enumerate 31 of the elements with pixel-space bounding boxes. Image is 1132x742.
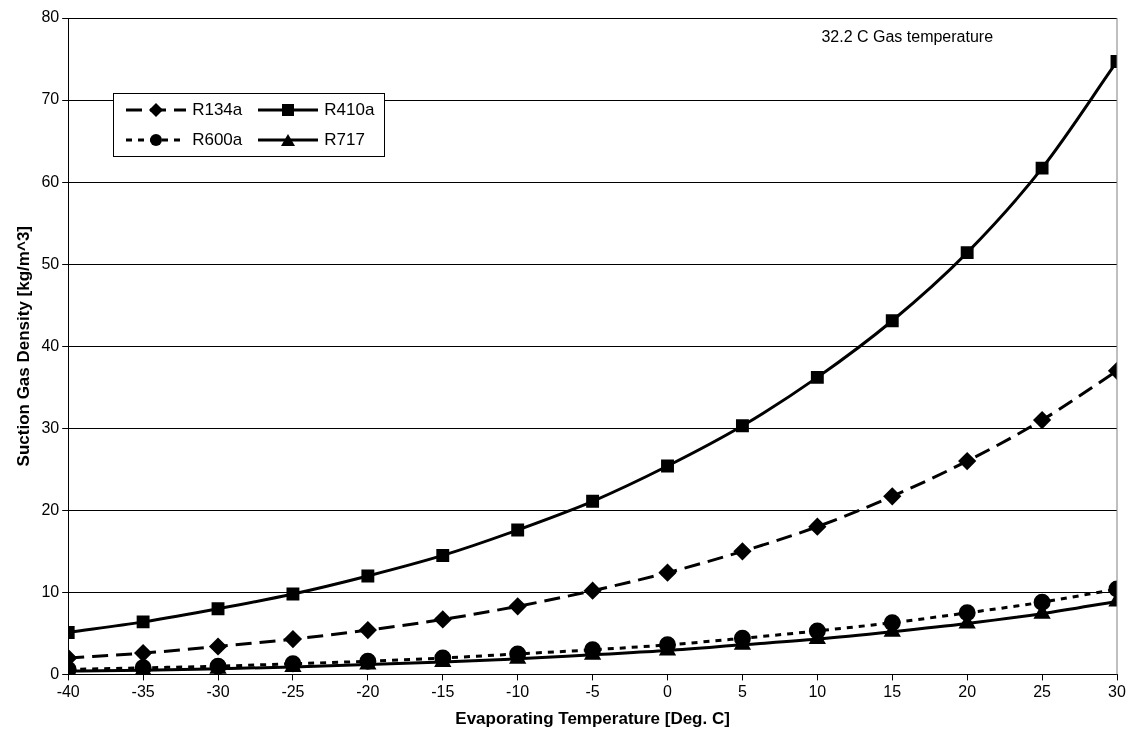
x-tick-label: -40	[56, 683, 80, 701]
y-tick-label: 40	[41, 336, 60, 354]
x-tick-label: -25	[281, 683, 305, 701]
y-tick-label: 70	[41, 90, 60, 108]
legend-label: R134a	[192, 100, 243, 120]
x-tick-label: -5	[585, 683, 600, 701]
legend-label: R410a	[324, 100, 375, 120]
legend-label: R717	[324, 130, 365, 150]
x-tick-label: 30	[1108, 683, 1126, 701]
x-tick-label: 15	[883, 683, 902, 701]
x-axis-title: Evaporating Temperature [Deg. C]	[455, 709, 730, 729]
x-tick-label: 0	[663, 683, 673, 701]
x-tick-label: -30	[206, 683, 230, 701]
annotation: 32.2 C Gas temperature	[821, 28, 994, 46]
x-tick-label: 5	[737, 683, 747, 701]
x-tick-label: -10	[506, 683, 530, 701]
x-tick-label: -20	[356, 683, 380, 701]
x-tick-label: 20	[958, 683, 977, 701]
y-tick-label: 10	[41, 582, 60, 600]
y-axis-title: Suction Gas Density [kg/m^3]	[13, 225, 33, 467]
y-tick-label: 80	[41, 8, 60, 26]
y-tick-label: 20	[41, 500, 60, 518]
y-tick-label: 60	[41, 172, 60, 190]
x-tick-label: 25	[1033, 683, 1052, 701]
x-tick-label: -35	[131, 683, 155, 701]
y-tick-label: 0	[50, 664, 60, 682]
y-tick-label: 30	[41, 418, 60, 436]
legend-label: R600a	[192, 130, 243, 150]
x-tick-label: 10	[808, 683, 827, 701]
x-tick-label: -15	[431, 683, 455, 701]
y-tick-label: 50	[41, 254, 60, 272]
